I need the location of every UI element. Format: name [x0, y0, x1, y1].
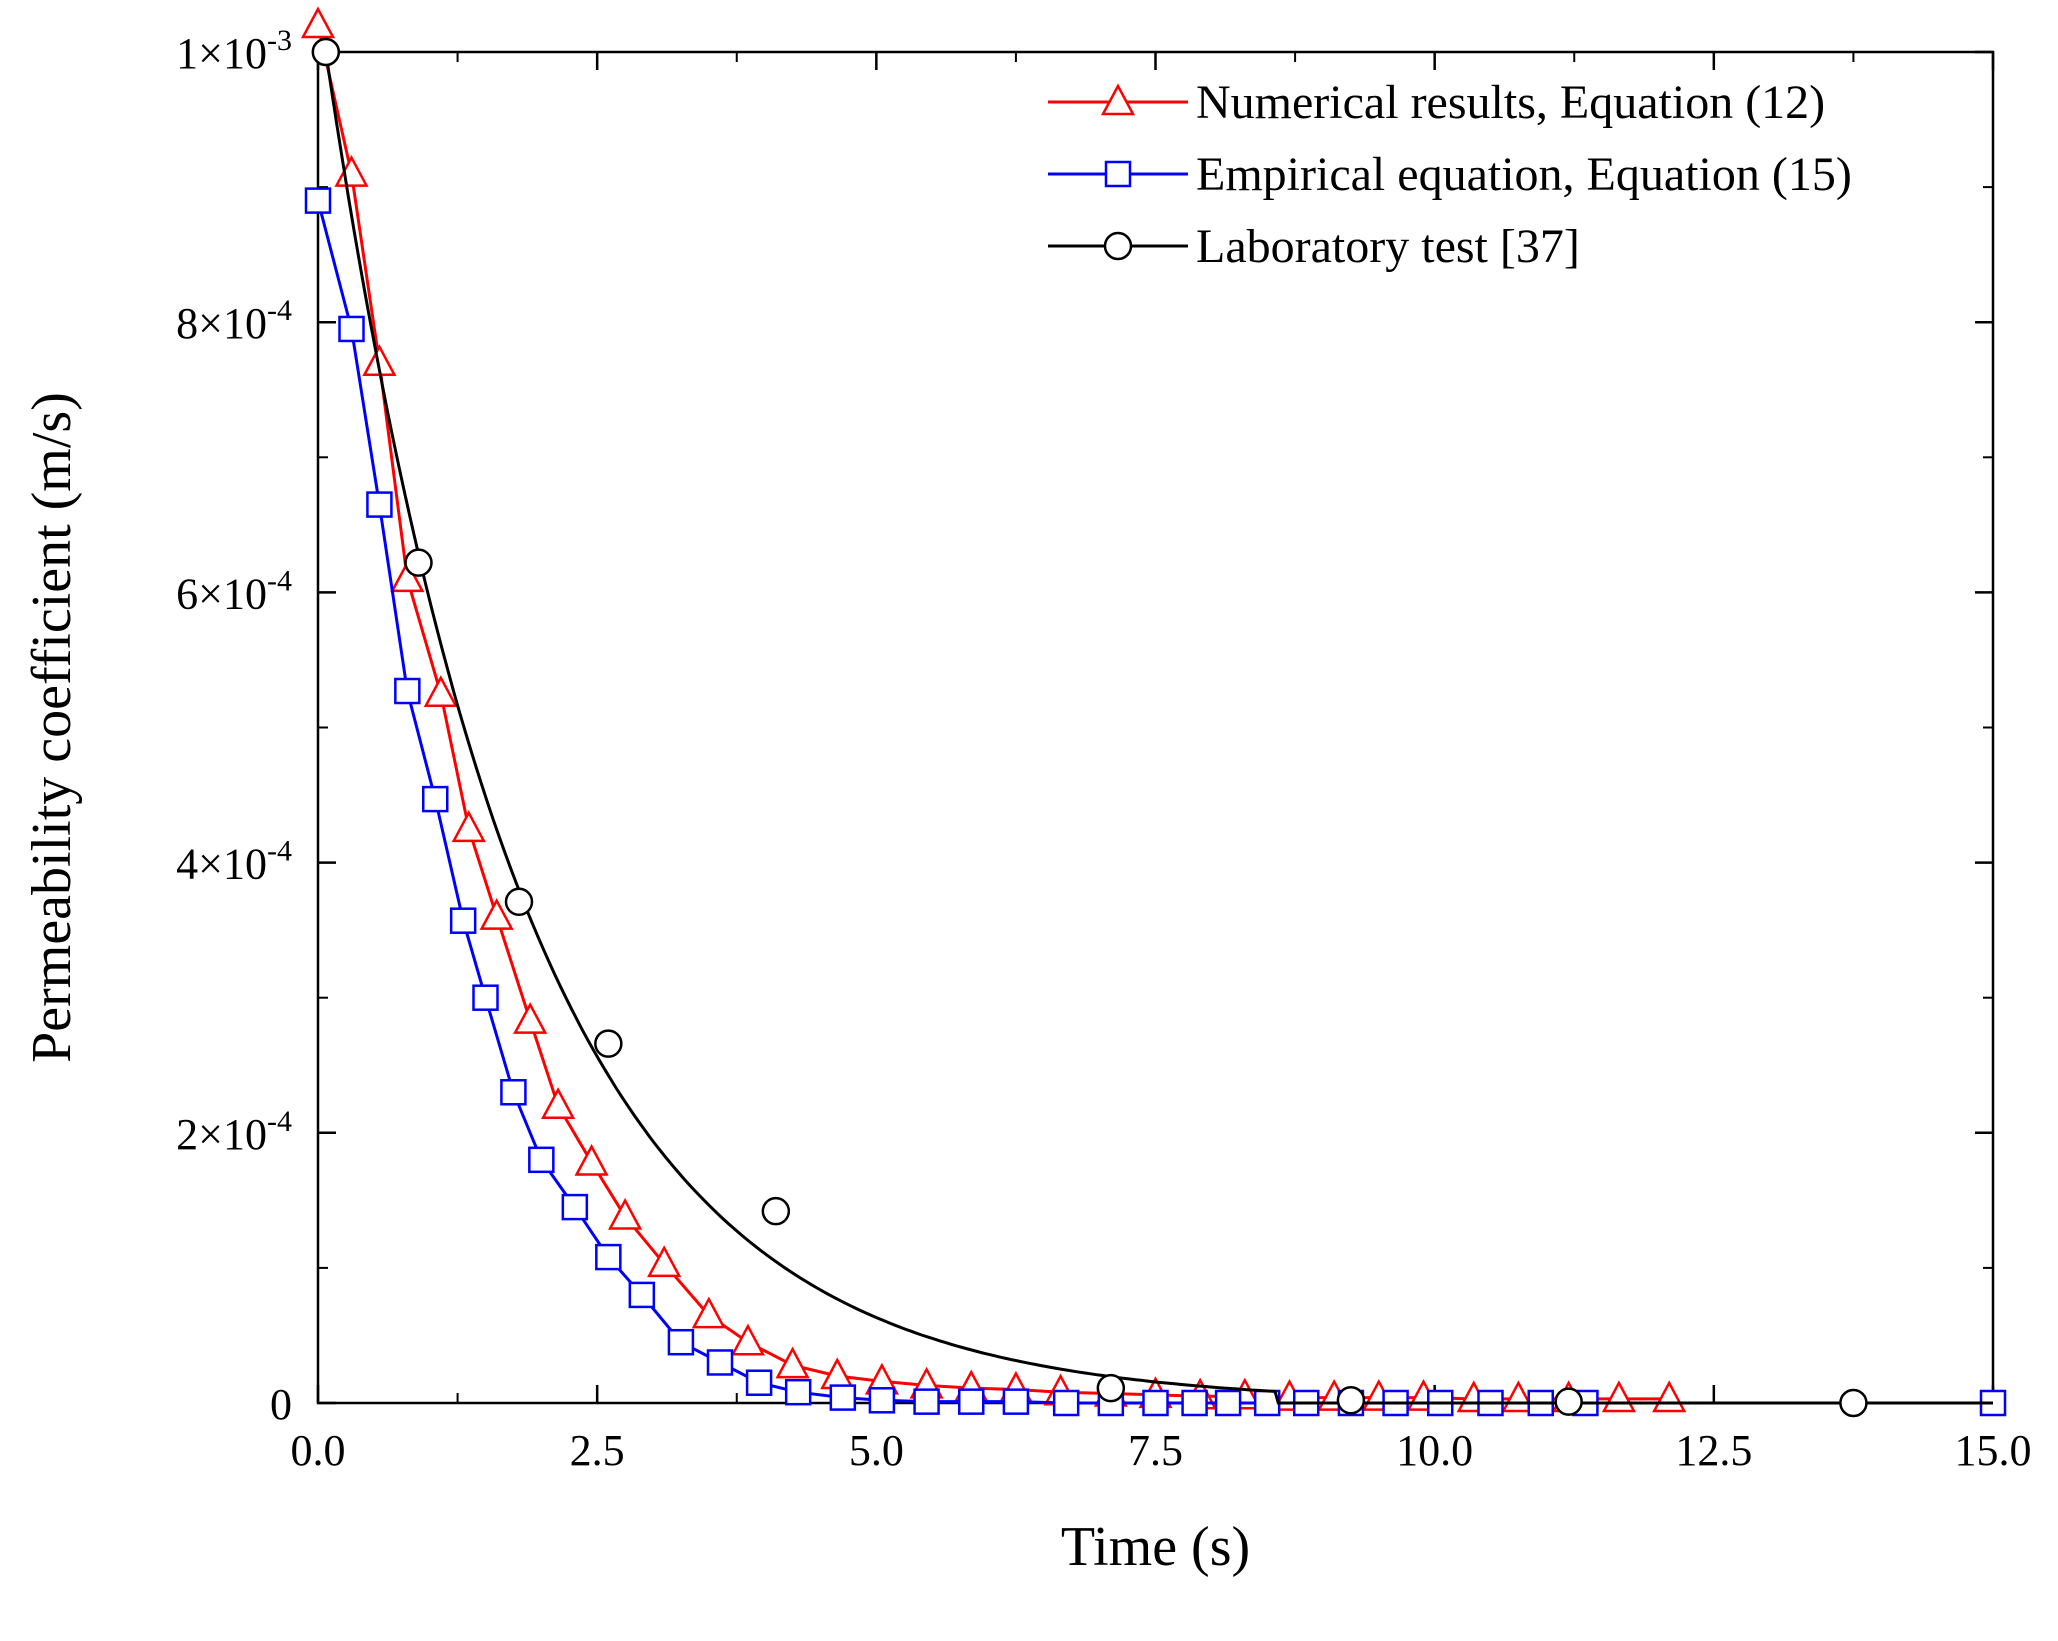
- data-point: [300, 6, 336, 39]
- data-point: [304, 187, 332, 214]
- data-point: [667, 1328, 695, 1356]
- data-point: [775, 1346, 810, 1379]
- data-point: [958, 1388, 985, 1415]
- data-point: [504, 887, 534, 917]
- y-tick-label: 1×10-3: [176, 24, 292, 78]
- data-point: [449, 907, 477, 934]
- data-point: [1839, 1388, 1868, 1418]
- data-point: [338, 315, 365, 343]
- data-point: [404, 548, 433, 577]
- data-point: [691, 1296, 726, 1329]
- legend-label: Empirical equation, Equation (15): [1196, 148, 1852, 201]
- series-line: [324, 51, 1993, 1405]
- data-point: [706, 1349, 734, 1376]
- x-tick-label: 12.5: [1675, 1426, 1752, 1475]
- legend-item: Laboratory test [37]: [1048, 220, 1580, 273]
- x-tick-label: 7.5: [1128, 1426, 1183, 1475]
- series-3: [311, 37, 1993, 1418]
- x-tick-label: 2.5: [570, 1426, 625, 1475]
- legend-swatch-marker: [1100, 83, 1136, 116]
- x-tick-label: 0.0: [291, 1426, 346, 1475]
- data-point: [594, 1029, 623, 1058]
- data-point: [311, 37, 341, 67]
- data-point: [1554, 1387, 1583, 1416]
- x-tick-label: 5.0: [849, 1426, 904, 1475]
- data-point: [472, 984, 499, 1011]
- legend-swatch-marker: [1103, 231, 1133, 261]
- y-tick-label: 2×10-4: [176, 1105, 292, 1159]
- data-point: [422, 785, 449, 813]
- y-tick-label: 8×10-4: [176, 294, 292, 348]
- data-point: [479, 897, 514, 930]
- data-point: [1002, 1388, 1030, 1415]
- data-point: [647, 1245, 682, 1278]
- data-point: [1336, 1386, 1366, 1415]
- data-point: [913, 1388, 940, 1415]
- data-point: [540, 1087, 576, 1120]
- data-point: [423, 675, 458, 707]
- y-tick-label: 6×10-4: [176, 564, 292, 618]
- data-point: [513, 1002, 548, 1034]
- x-tick-label: 15.0: [1955, 1426, 2032, 1475]
- data-point: [1652, 1380, 1687, 1413]
- data-point: [784, 1378, 812, 1406]
- data-point: [394, 677, 421, 705]
- data-point: [366, 491, 393, 518]
- x-tick-label: 10.0: [1396, 1426, 1473, 1475]
- data-point: [829, 1384, 857, 1411]
- data-point: [607, 1197, 643, 1230]
- legend-item: Numerical results, Equation (12): [1048, 76, 1825, 129]
- data-point: [1142, 1389, 1169, 1417]
- legend-label: Numerical results, Equation (12): [1196, 76, 1825, 129]
- data-point: [730, 1323, 766, 1356]
- legend-swatch-marker: [1104, 160, 1132, 188]
- data-point: [574, 1143, 609, 1176]
- y-tick-label: 4×10-4: [176, 835, 292, 889]
- data-point: [595, 1243, 622, 1271]
- data-point: [1052, 1389, 1080, 1417]
- series-line: [316, 200, 1993, 1405]
- data-point: [761, 1196, 791, 1226]
- data-point: [1181, 1389, 1208, 1417]
- data-point: [451, 810, 486, 843]
- data-point: [561, 1193, 589, 1221]
- data-point: [745, 1369, 773, 1396]
- data-point: [1214, 1389, 1242, 1417]
- data-point: [628, 1281, 656, 1309]
- legend: Numerical results, Equation (12) Empirica…: [1048, 76, 1852, 273]
- x-axis-title: Time (s): [1061, 1516, 1250, 1578]
- data-point: [1601, 1380, 1637, 1413]
- tick-labels: 0.0 2.5 5.0 7.5 10.0 12.5 15.0 0 2×10-4 4×10-4 6×1…: [176, 24, 2031, 1475]
- series-layer: [300, 6, 2007, 1418]
- legend-label: Laboratory test [37]: [1196, 220, 1580, 273]
- data-point: [390, 560, 425, 593]
- data-point: [1096, 1373, 1126, 1403]
- data-point: [528, 1146, 555, 1174]
- series-2: [304, 187, 2007, 1417]
- data-point: [500, 1079, 527, 1106]
- y-axis-title: Permeability coefficient (m/s): [21, 392, 83, 1063]
- y-tick-label: 0: [270, 1380, 292, 1429]
- data-point: [868, 1387, 896, 1414]
- legend-item: Empirical equation, Equation (15): [1048, 148, 1852, 201]
- data-point: [334, 154, 369, 187]
